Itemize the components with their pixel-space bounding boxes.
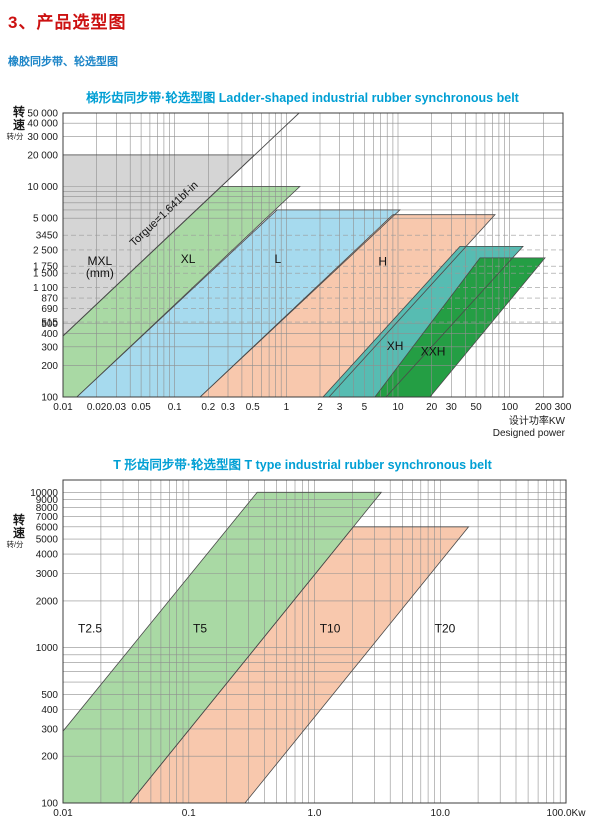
y-tick-label: 6000: [36, 522, 59, 533]
x-tick-label: 0.03: [107, 402, 127, 413]
x-tick-label: 0.1: [168, 402, 182, 413]
y-tick-label: 4000: [36, 550, 59, 561]
x-axis-title: Designed power: [493, 428, 566, 439]
chart2-title: T 形齿同步带·轮选型图 T type industrial rubber sy…: [113, 458, 492, 472]
y-tick-label: 8000: [36, 503, 59, 514]
y-tick-label: 2000: [36, 596, 59, 607]
y-axis-title: 速: [13, 117, 25, 132]
x-tick-label: 100: [501, 402, 518, 413]
plot-border: [62, 112, 564, 398]
y-tick-label: 1 500: [33, 269, 58, 280]
y-tick-label: 500: [41, 319, 58, 330]
page-title: 3、产品选型图: [8, 13, 127, 32]
x-tick-label: 200: [535, 402, 552, 413]
x-tick-label: 100.0Kw: [547, 808, 587, 819]
y-tick-label: 500: [41, 690, 58, 701]
y-tick-label: 400: [41, 329, 58, 340]
y-tick-label: 1 100: [33, 283, 58, 294]
y-tick-label: 10000: [30, 488, 58, 499]
region-T10: [129, 526, 469, 803]
chart1-title: 梯形齿同步带·轮选型图 Ladder-shaped industrial rub…: [86, 91, 519, 105]
page-subtitle: 橡胶同步带、轮选型图: [8, 56, 118, 68]
y-axis-title: 转: [13, 104, 25, 119]
y-tick-label: 870: [41, 294, 58, 305]
x-tick-label: 50: [471, 402, 483, 413]
x-tick-label: 3: [337, 402, 343, 413]
region-label-H: H: [378, 254, 387, 268]
y-tick-label: 100: [41, 393, 58, 404]
x-tick-label: 5: [362, 402, 368, 413]
region-H: [200, 214, 495, 397]
y-tick-label: 200: [41, 752, 58, 763]
y-tick-label: 20 000: [27, 150, 58, 161]
y-tick-label: 5000: [36, 535, 59, 546]
x-tick-label: 2: [317, 402, 323, 413]
x-tick-label: 0.01: [53, 402, 73, 413]
y-tick-label: 7000: [36, 512, 59, 523]
y-tick-label: 40 000: [27, 119, 58, 130]
y-axis-title: 速: [13, 525, 25, 540]
y-tick-label: 515: [41, 318, 58, 329]
region-label-T10: T10: [320, 622, 341, 636]
x-tick-label: 0.01: [53, 808, 73, 819]
x-tick-label: 300: [555, 402, 572, 413]
y-tick-label: 2 500: [33, 245, 58, 256]
x-tick-label: 20: [426, 402, 438, 413]
y-tick-label: 50 000: [27, 109, 58, 120]
y-tick-label: 3000: [36, 569, 59, 580]
torque-line: [62, 112, 300, 337]
region-XL: [63, 186, 300, 397]
x-tick-label: 0.02: [87, 402, 107, 413]
x-tick-label: 0.1: [182, 808, 196, 819]
y-tick-label: 690: [41, 304, 58, 315]
y-tick-label: 400: [41, 705, 58, 716]
y-tick-label: 3450: [36, 231, 59, 242]
y-axis-title-sub: 转/分: [6, 131, 24, 141]
y-axis-title-sub: 转/分: [6, 539, 24, 549]
y-tick-label: 1000: [36, 643, 59, 654]
region-label-(mm): (mm): [86, 266, 114, 280]
region-label-T2.5: T2.5: [78, 622, 102, 636]
plot-border: [62, 479, 567, 804]
x-tick-label: 1: [284, 402, 290, 413]
y-tick-label: 200: [41, 361, 58, 372]
y-tick-label: 9000: [36, 495, 59, 506]
x-axis-title: 设计功率KW: [509, 414, 566, 427]
y-tick-label: 300: [41, 342, 58, 353]
region-label-XXH: XXH: [421, 344, 446, 358]
region-label-XL: XL: [181, 252, 196, 266]
x-tick-label: 0.3: [221, 402, 235, 413]
x-tick-label: 1.0: [308, 808, 322, 819]
x-tick-label: 30: [446, 402, 458, 413]
region-label-T20: T20: [435, 622, 456, 636]
y-axis-title: 转: [13, 512, 25, 527]
region-label-MXL: MXL: [88, 254, 113, 268]
y-tick-label: 30 000: [27, 132, 58, 143]
x-tick-label: 0.5: [246, 402, 260, 413]
y-tick-label: 100: [41, 799, 58, 810]
x-tick-label: 0.2: [201, 402, 215, 413]
x-tick-label: 10: [392, 402, 404, 413]
region-label-XH: XH: [387, 339, 404, 353]
y-tick-label: 10 000: [27, 182, 58, 193]
region-label-T5: T5: [193, 622, 207, 636]
x-tick-label: 10.0: [431, 808, 451, 819]
y-tick-label: 5 000: [33, 214, 58, 225]
region-label-L: L: [275, 252, 282, 266]
y-tick-label: 1 750: [33, 262, 58, 273]
y-tick-label: 300: [41, 724, 58, 735]
x-tick-label: 0.05: [131, 402, 151, 413]
